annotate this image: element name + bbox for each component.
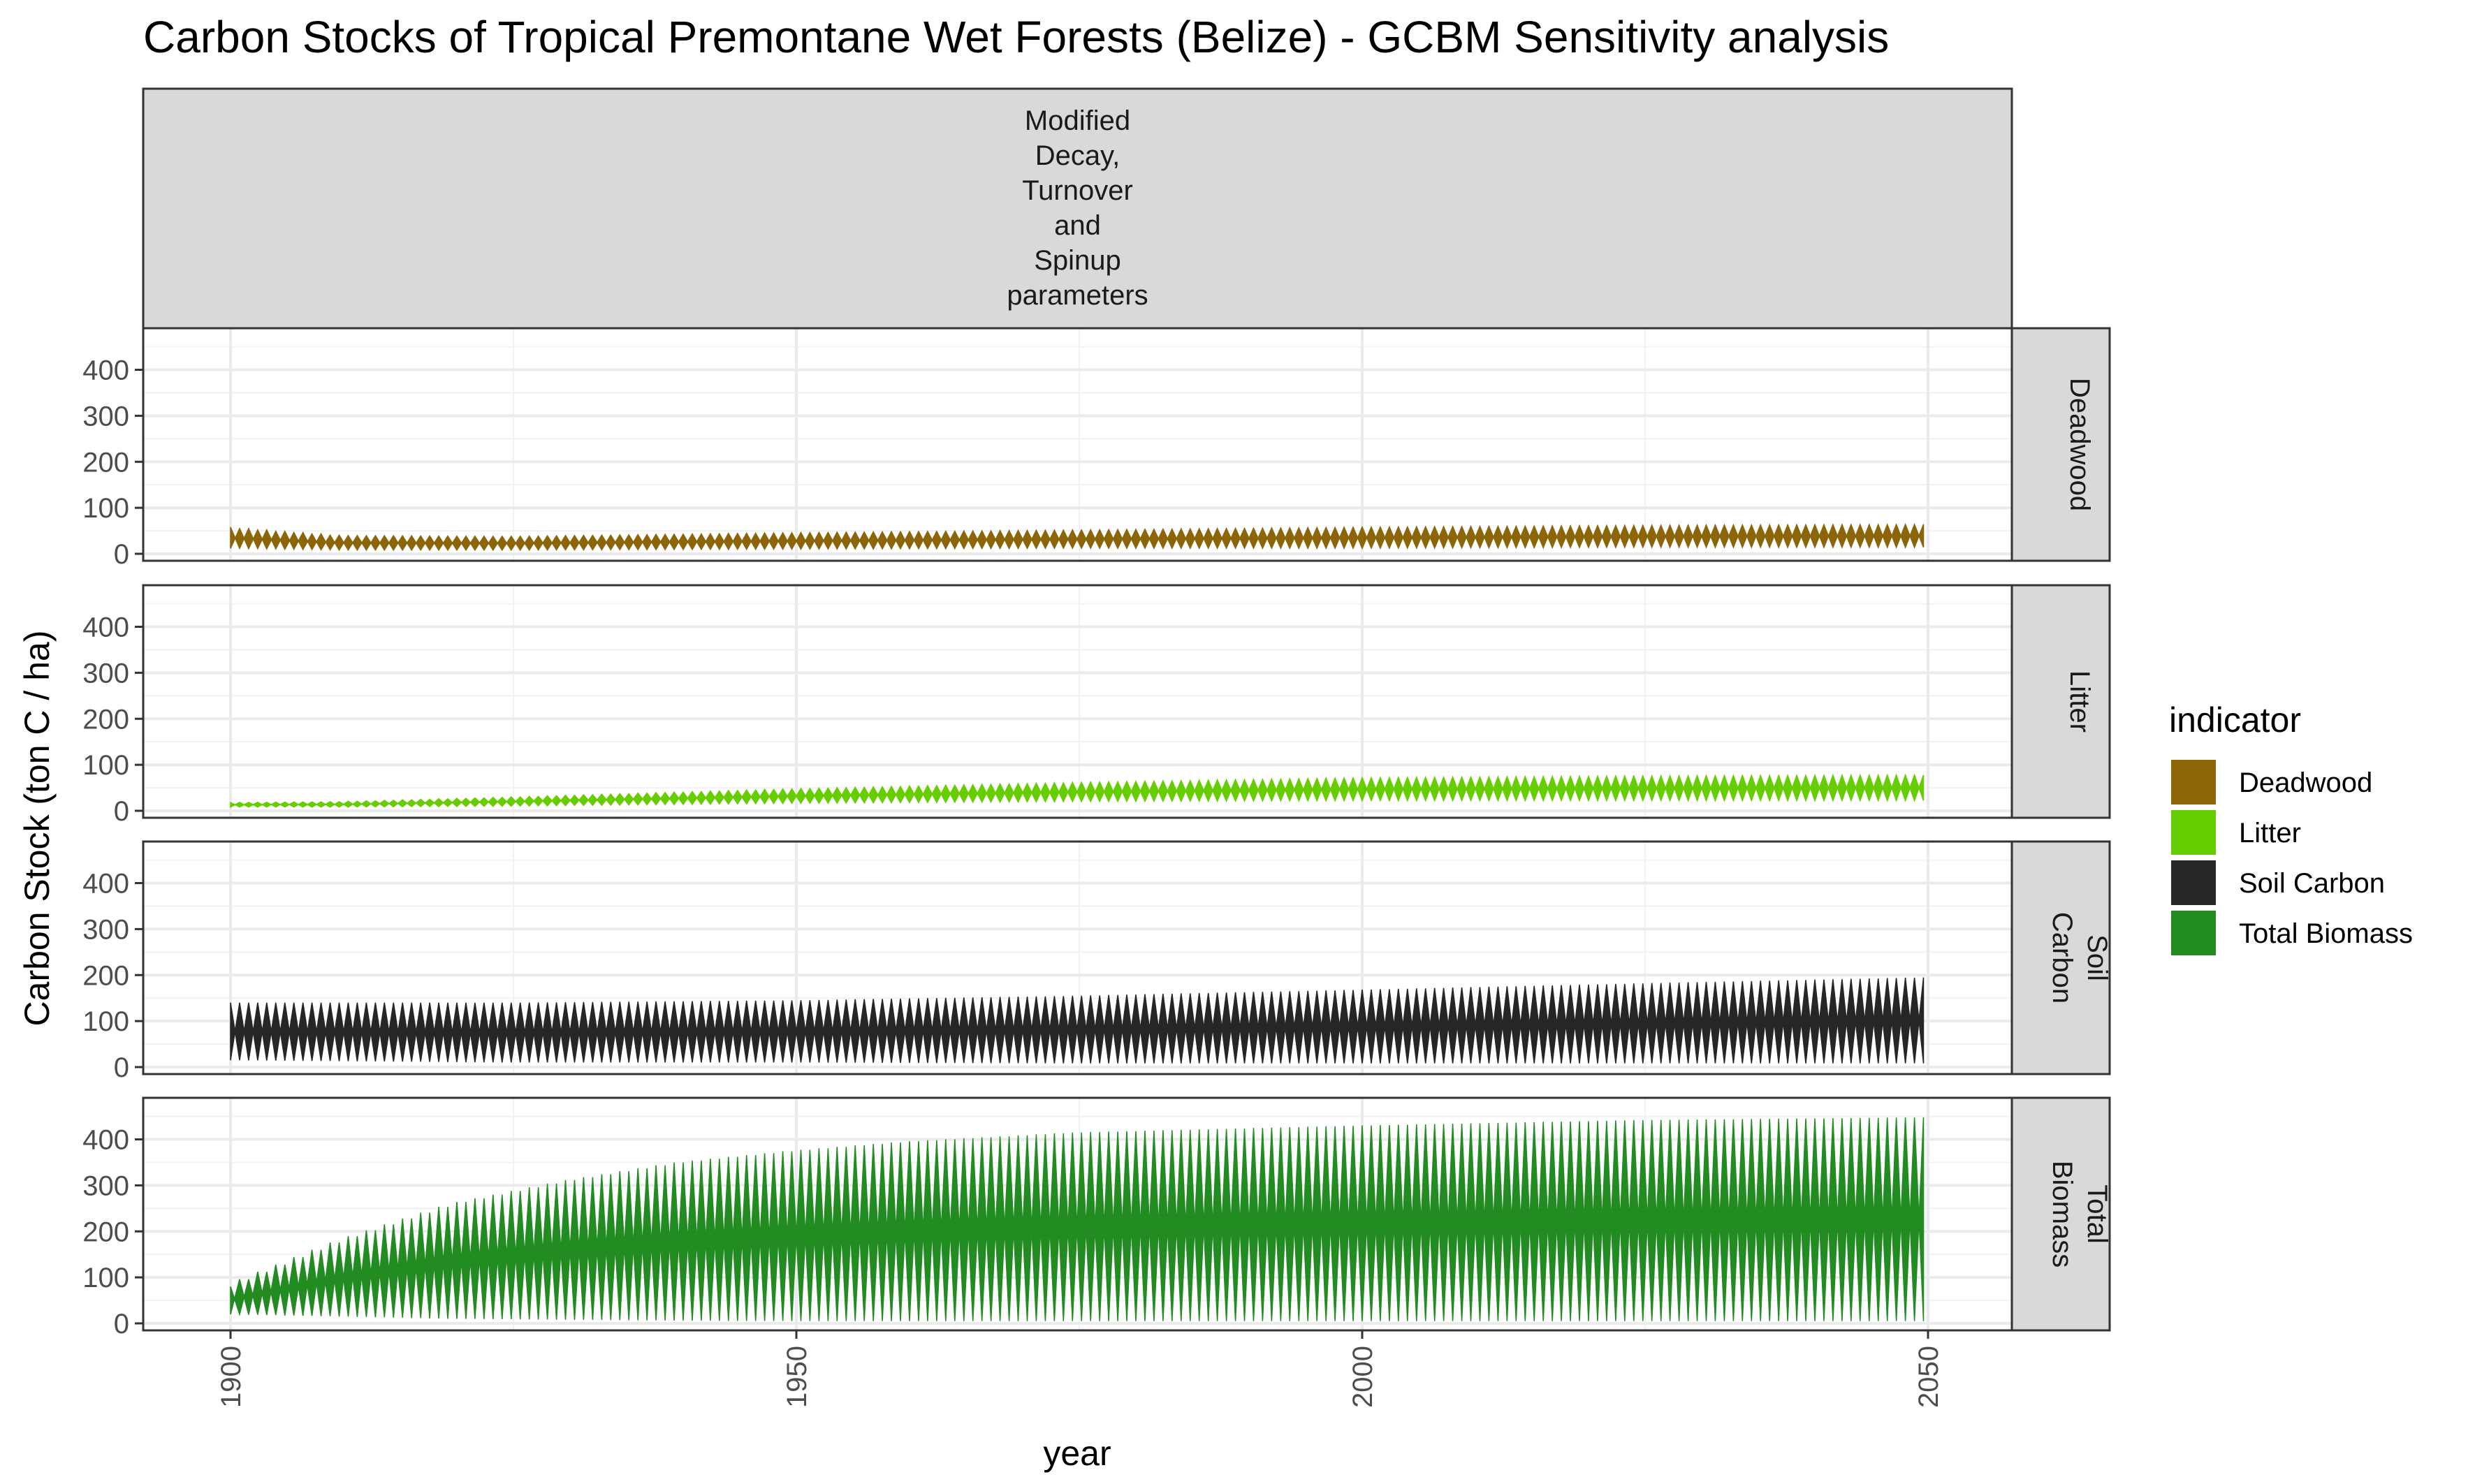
row-facet-label: Litter [2064, 670, 2095, 733]
column-facet-strip [142, 87, 2013, 330]
column-facet-label-line: Decay, [1035, 140, 1120, 171]
y-tick-label: 300 [82, 914, 129, 945]
legend-label: Total Biomass [2239, 918, 2413, 949]
row-facet-strip [2010, 840, 2111, 1075]
y-tick-label: 300 [82, 401, 129, 432]
y-tick-label: 100 [82, 1006, 129, 1037]
legend-key-total-biomass [2171, 911, 2216, 955]
y-tick-label: 200 [82, 960, 129, 991]
row-facet-label: Carbon [2047, 912, 2078, 1004]
y-axis-title: Carbon Stock (ton C / ha) [17, 631, 57, 1027]
chart-title: Carbon Stocks of Tropical Premontane Wet… [143, 12, 1889, 62]
y-tick-label: 400 [82, 869, 129, 899]
y-tick-label: 0 [114, 539, 129, 570]
legend-label: Deadwood [2239, 767, 2372, 798]
y-tick-label: 200 [82, 1217, 129, 1247]
legend-title: indicator [2169, 700, 2301, 740]
x-axis: 1900 1950 2000 2050 [216, 1330, 1944, 1408]
column-facet-label-line: and [1054, 210, 1101, 241]
y-tick-label: 100 [82, 750, 129, 781]
panel-background [143, 328, 2012, 561]
y-tick-label: 200 [82, 447, 129, 478]
column-facet-label-line: Turnover [1022, 175, 1133, 206]
y-tick-label: 0 [114, 796, 129, 827]
y-tick-label: 400 [82, 1125, 129, 1156]
panel-litter: 0 100 200 300 400 Litter [82, 584, 2111, 827]
column-facet-label-line: Spinup [1034, 245, 1121, 276]
y-tick-label: 400 [82, 355, 129, 386]
series-band-total-biomass [230, 1117, 1925, 1321]
series-band-soil-carbon [230, 977, 1925, 1064]
y-tick-label: 300 [82, 1170, 129, 1201]
row-facet-strip [2010, 327, 2111, 562]
row-facet-label: Biomass [2047, 1161, 2078, 1268]
y-tick-label: 100 [82, 1263, 129, 1293]
x-tick-label: 1950 [782, 1346, 812, 1408]
legend: indicator Deadwood Litter Soil Carbon Total… [2169, 700, 2413, 955]
series-band-litter [230, 773, 1925, 808]
row-facet-label: Deadwood [2064, 378, 2095, 511]
panel-background [143, 585, 2012, 818]
legend-label: Litter [2239, 818, 2301, 848]
facet-panels: 0 100 200 300 400 Deadwood 0 100 200 300 400 Litter… [82, 327, 2112, 1339]
x-tick-label: 1900 [216, 1346, 247, 1408]
y-tick-label: 0 [114, 1052, 129, 1083]
row-facet-label: Total [2082, 1184, 2112, 1244]
series-band-deadwood [230, 522, 1925, 552]
x-tick-label: 2000 [1348, 1346, 1378, 1408]
column-facet-label-line: Modified [1025, 105, 1130, 136]
legend-label: Soil Carbon [2239, 868, 2385, 899]
row-facet-strip [2010, 584, 2111, 819]
row-facet-label: Soil [2082, 934, 2112, 981]
x-tick-label: 2050 [1913, 1346, 1944, 1408]
y-tick-label: 0 [114, 1309, 129, 1339]
row-facet-strip [2010, 1096, 2111, 1332]
y-tick-label: 300 [82, 658, 129, 689]
column-facet-label-line: parameters [1007, 280, 1148, 311]
legend-key-soil-carbon [2171, 860, 2216, 905]
y-tick-label: 200 [82, 704, 129, 735]
y-tick-label: 100 [82, 493, 129, 524]
column-facet-label: Modified Decay, Turnover and Spinup parameter… [1007, 105, 1148, 311]
y-tick-label: 400 [82, 612, 129, 643]
legend-key-litter [2171, 810, 2216, 855]
x-axis-title: year [1043, 1434, 1111, 1473]
legend-key-deadwood [2171, 760, 2216, 805]
panel-deadwood: 0 100 200 300 400 Deadwood [82, 327, 2111, 570]
